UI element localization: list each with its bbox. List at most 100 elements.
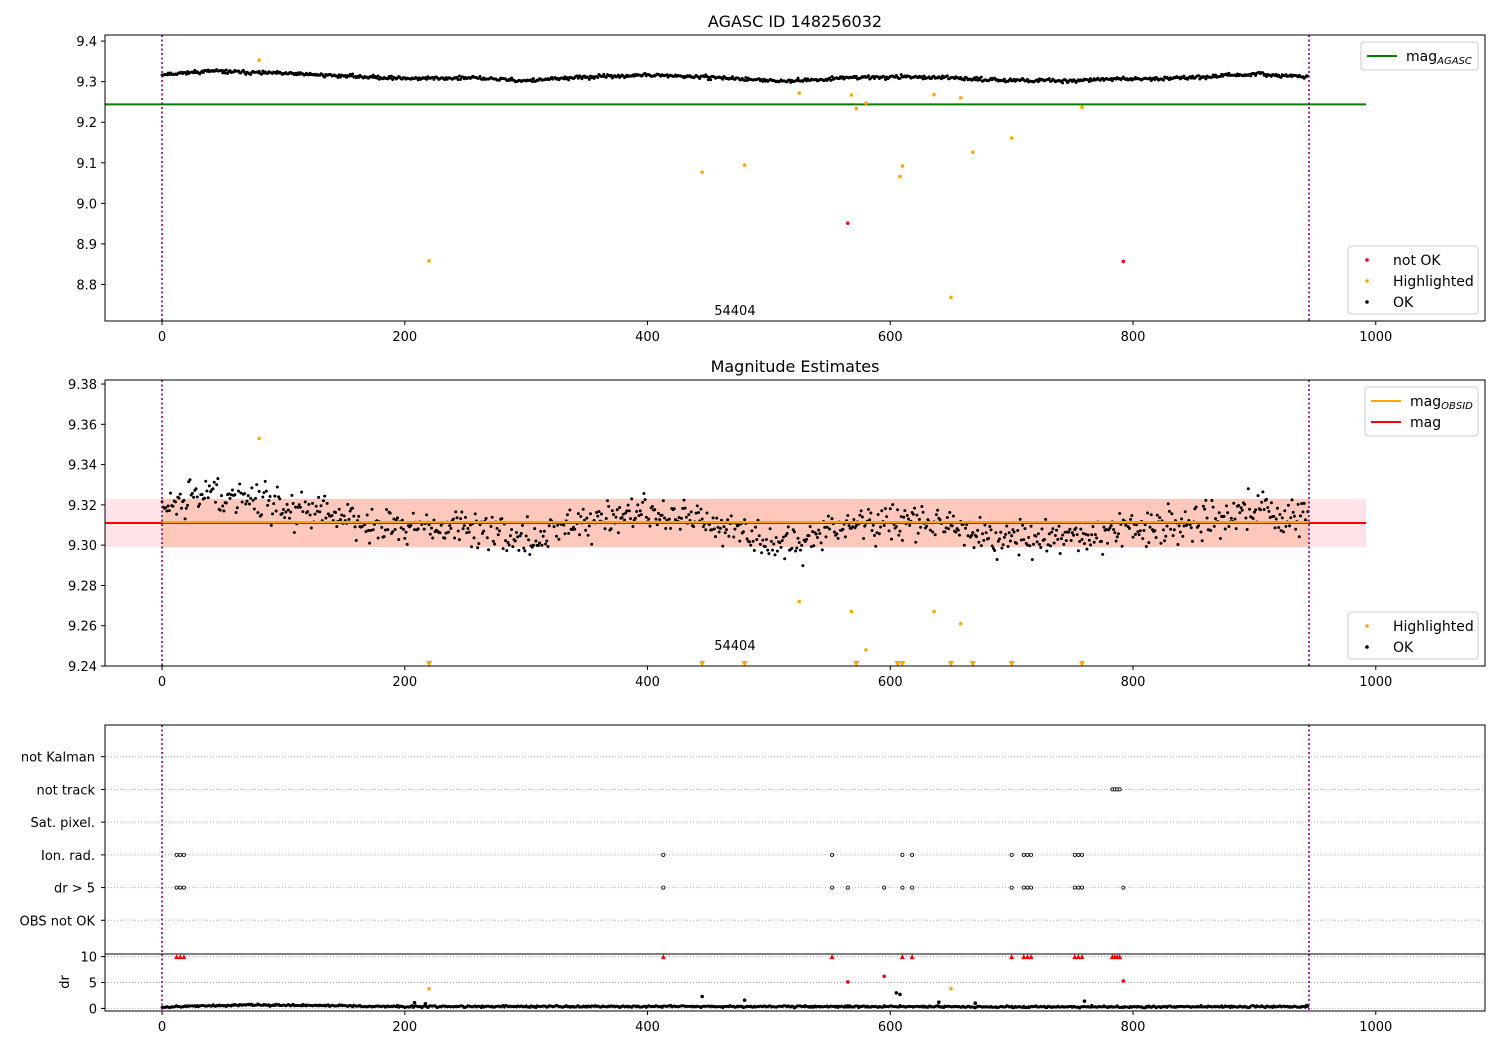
ok-point <box>495 526 499 530</box>
ok-point <box>262 491 266 495</box>
ok-point <box>1261 490 1265 494</box>
ok-point <box>1067 530 1071 534</box>
ok-point <box>1039 546 1043 550</box>
ok-point <box>597 509 601 513</box>
ok-point <box>1099 539 1103 543</box>
ok-point <box>1010 534 1014 538</box>
ok-point <box>823 525 827 529</box>
ok-point <box>934 513 938 517</box>
ok-point <box>283 516 287 520</box>
ok-point <box>939 77 943 81</box>
ok-point <box>922 74 926 78</box>
y-tick-label: 9.28 <box>68 579 97 594</box>
ok-point <box>732 535 736 539</box>
ok-point <box>477 542 481 546</box>
ok-point <box>478 74 482 78</box>
ok-point <box>610 509 614 513</box>
ok-point <box>768 527 772 531</box>
ok-point <box>758 542 762 546</box>
flag-marker <box>1080 885 1085 890</box>
highlighted-below-marker <box>899 660 906 667</box>
ok-point <box>224 501 228 505</box>
ok-point <box>235 506 239 510</box>
flag-marker <box>1009 885 1014 890</box>
ok-point <box>796 536 800 540</box>
ok-point <box>1214 517 1218 521</box>
ok-point <box>1200 539 1204 543</box>
ok-point <box>607 504 611 508</box>
x-tick-label: 1000 <box>1359 1020 1392 1035</box>
ok-point <box>687 513 691 517</box>
ok-point <box>391 530 395 534</box>
ok-point <box>875 531 879 535</box>
ok-point <box>347 517 351 521</box>
ok-point <box>386 77 390 81</box>
ok-point <box>957 533 961 537</box>
ok-point <box>609 73 613 77</box>
ok-point <box>1240 508 1244 512</box>
ok-point <box>1087 80 1091 84</box>
ok-point <box>221 504 225 508</box>
flag-marker <box>910 885 915 890</box>
highlighted-point <box>864 648 868 652</box>
ok-point <box>249 496 253 500</box>
highlighted-point <box>1080 105 1084 110</box>
ok-point <box>263 479 267 483</box>
ok-point <box>482 529 486 533</box>
ok-point <box>928 528 932 532</box>
ok-point <box>697 511 701 515</box>
ok-point <box>1266 506 1270 510</box>
ok-point <box>1084 532 1088 536</box>
ok-point <box>982 538 986 542</box>
ok-point <box>859 509 863 513</box>
ok-point <box>704 528 708 532</box>
ok-point <box>250 486 254 490</box>
ok-point <box>542 529 546 533</box>
ok-point <box>1269 501 1273 505</box>
ok-point <box>353 525 357 529</box>
ok-point <box>370 507 374 511</box>
ok-point <box>1210 75 1214 79</box>
ok-point <box>701 525 705 529</box>
ok-point <box>1265 497 1269 501</box>
flag-marker <box>1080 852 1085 857</box>
ok-point <box>883 77 887 81</box>
ok-point <box>1201 504 1205 508</box>
ok-point <box>528 553 532 557</box>
ok-point <box>460 510 464 514</box>
ok-point <box>269 523 273 527</box>
ok-point <box>974 535 978 539</box>
flag-marker <box>1029 852 1034 857</box>
ok-point <box>313 512 317 516</box>
ok-point <box>588 512 592 516</box>
ok-point <box>917 517 921 521</box>
ok-point <box>614 515 618 519</box>
ok-point <box>633 516 637 520</box>
ok-point <box>1047 532 1051 536</box>
ok-point <box>1224 504 1228 508</box>
ok-point <box>743 78 747 82</box>
flag-marker <box>1029 885 1034 890</box>
ok-point <box>771 548 775 552</box>
ok-point <box>1000 546 1004 550</box>
ok-point <box>1138 529 1142 533</box>
ok-point <box>1029 524 1033 528</box>
ok-point <box>805 537 809 541</box>
ok-point <box>1052 541 1056 545</box>
dr-clipped-marker <box>909 954 915 960</box>
ok-point <box>576 512 580 516</box>
ok-point <box>538 541 542 545</box>
ok-point <box>1035 540 1039 544</box>
ok-point <box>780 539 784 543</box>
highlighted-below-marker <box>947 660 954 667</box>
ok-point <box>1188 523 1192 527</box>
obsid-annotation: 54404 <box>714 304 755 319</box>
ok-point <box>346 502 350 506</box>
ok-point <box>1091 525 1095 529</box>
ok-point <box>1158 516 1162 520</box>
ok-point <box>386 528 390 532</box>
ok-point <box>1021 523 1025 527</box>
ok-point <box>425 513 429 517</box>
ok-point <box>989 528 993 532</box>
ok-point <box>631 524 635 528</box>
